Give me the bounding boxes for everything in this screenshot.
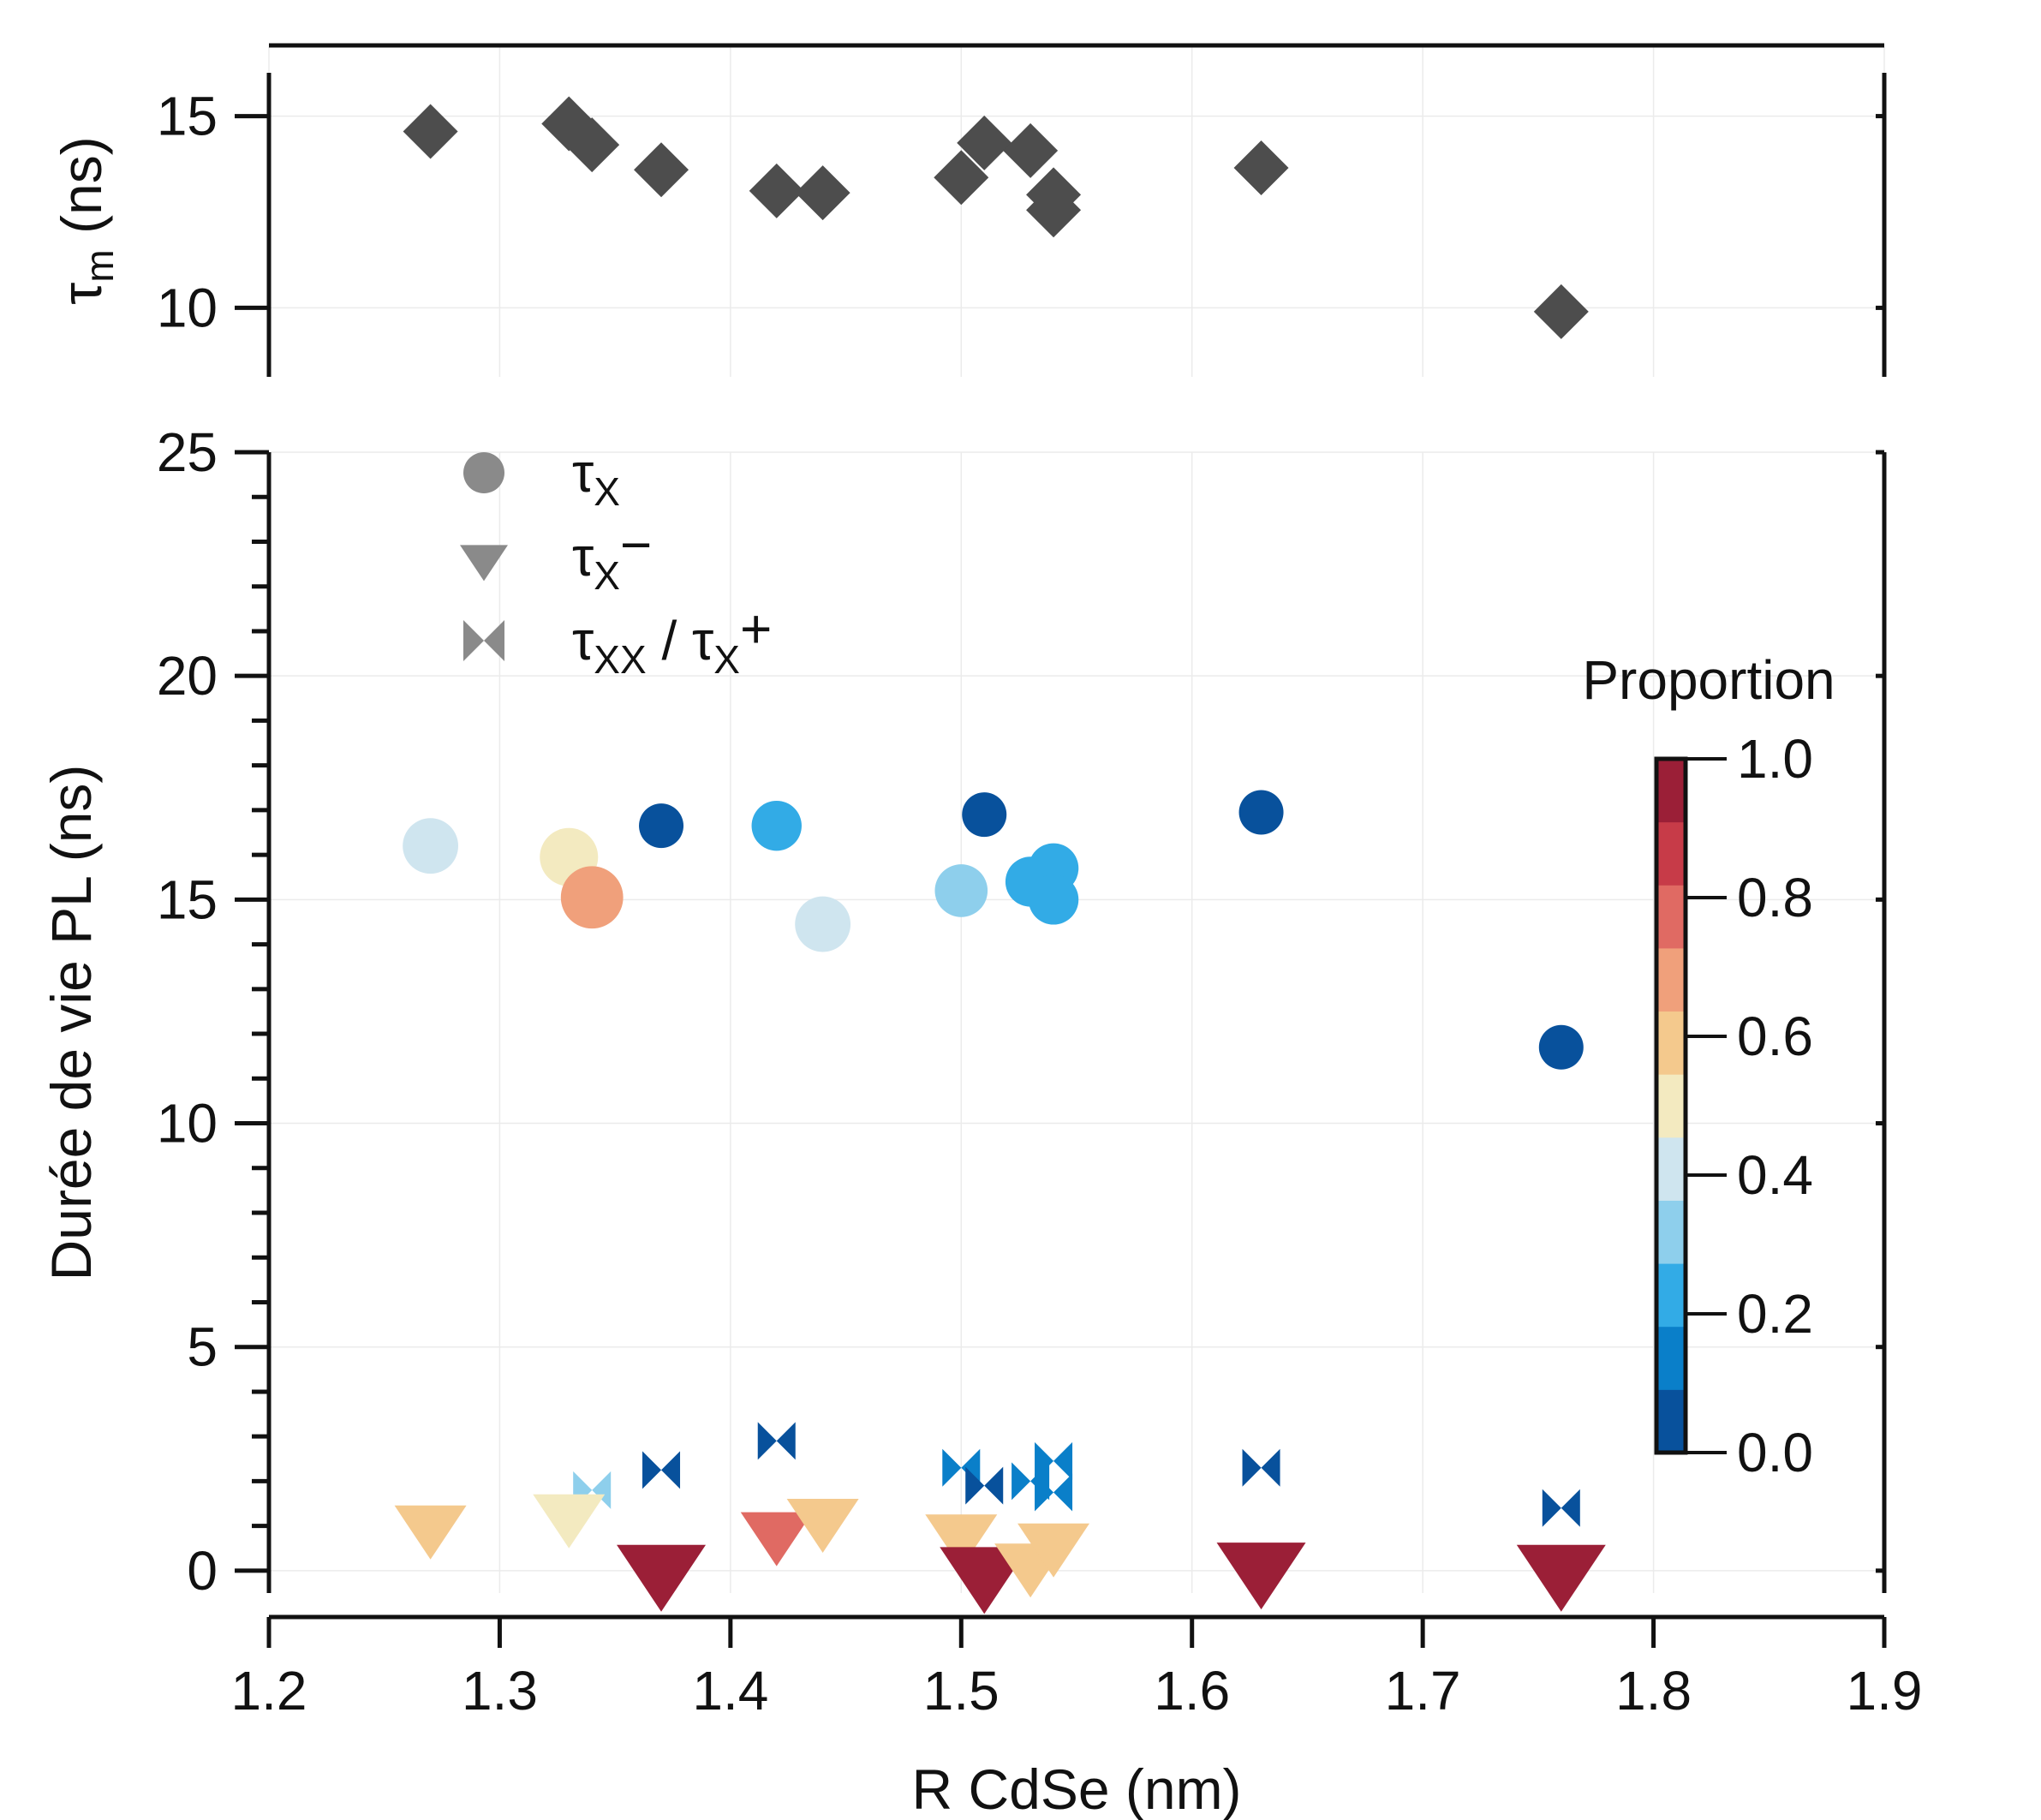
y-axis-title: Durée de vie PL (ns) [39, 765, 103, 1281]
x-tick-label: 1.7 [1385, 1660, 1461, 1722]
series-tau-x [403, 790, 1584, 1070]
legend-label: τXX / τX+ [572, 598, 772, 682]
tau-m-point [1533, 283, 1589, 339]
colorbar-tick-label: 0.8 [1737, 867, 1813, 928]
tau-x-point [1238, 790, 1284, 835]
tau-x-minus-point [1018, 1523, 1090, 1578]
tau-x-minus-point [786, 1498, 859, 1553]
tau-xx-point [1035, 1473, 1073, 1512]
x-tick-label: 1.2 [231, 1660, 307, 1722]
tau-x-point [403, 818, 458, 874]
legend-label: τX− [572, 514, 652, 598]
tau-m-point [1003, 122, 1059, 178]
tau-m-point [934, 150, 989, 206]
colorbar-segment [1656, 947, 1686, 1012]
colorbar-tick-label: 1.0 [1737, 728, 1813, 790]
tau-x-minus-point [394, 1505, 467, 1560]
bottom-ytick-label: 0 [187, 1540, 218, 1602]
tau-xx-point [1035, 1441, 1073, 1480]
tau-x-point [962, 792, 1007, 838]
colorbar-tick-label: 0.2 [1737, 1283, 1813, 1345]
tau-xx-point [965, 1466, 1004, 1505]
colorbar-tick-label: 0.0 [1737, 1422, 1813, 1483]
colorbar-segment [1656, 1326, 1686, 1390]
bottom-ytick-label: 15 [157, 868, 218, 930]
bottom-ytick-label: 10 [157, 1093, 218, 1155]
colorbar: Proportion 0.0 0.2 0.4 0.6 0.8 1.0 [1582, 649, 1835, 1483]
x-tick-label: 1.8 [1615, 1660, 1692, 1722]
colorbar-title: Proportion [1582, 649, 1835, 711]
tau-m-point [403, 104, 458, 159]
series-tau-xx [573, 1422, 1580, 1527]
bottom-ytick-label: 5 [187, 1316, 218, 1378]
tau-x-point [934, 864, 988, 917]
tau-m-point [1026, 182, 1082, 238]
tau-x-point [751, 800, 802, 851]
colorbar-segment [1656, 1200, 1686, 1264]
x-axis-title: R CdSe (nm) [911, 1757, 1241, 1820]
tau-x-minus-point [617, 1544, 707, 1612]
tau-x-minus-point [940, 1547, 1029, 1614]
top-ytick-label: 15 [157, 86, 218, 147]
tau-xx-point [1542, 1489, 1580, 1527]
colorbar-tick-label: 0.4 [1737, 1144, 1813, 1206]
colorbar-segment [1656, 1263, 1686, 1328]
tau-m-point [1233, 140, 1289, 196]
tau-x-point [1538, 1024, 1584, 1070]
tau-x-point [560, 866, 624, 929]
colorbar-segment [1656, 821, 1686, 886]
colorbar-segment [1656, 1074, 1686, 1138]
tau-x-point [639, 803, 684, 849]
tau-x-minus-point [740, 1512, 813, 1566]
top-series [403, 96, 1589, 339]
tau-xx-point [642, 1451, 681, 1489]
colorbar-frame [1654, 756, 1688, 1455]
legend-label: τX [572, 442, 620, 514]
legend-circle-marker [463, 452, 504, 493]
colorbar-segment [1656, 1011, 1686, 1075]
tau-xx-point [757, 1422, 796, 1460]
bottom-axes [235, 450, 1887, 1648]
tau-x-minus-point [925, 1514, 998, 1569]
tau-m-point [795, 165, 850, 221]
legend-triangle-marker [460, 545, 508, 582]
x-tick-label: 1.3 [462, 1660, 538, 1722]
tau-m-point [749, 163, 804, 218]
tau-x-minus-point [1216, 1543, 1306, 1610]
tau-x-point [1028, 874, 1079, 925]
tau-m-point [957, 115, 1012, 170]
top-axes [235, 43, 1887, 377]
colorbar-segment [1656, 759, 1686, 823]
x-tick-label: 1.9 [1847, 1660, 1923, 1722]
x-tick-label: 1.4 [692, 1660, 768, 1722]
colorbar-tick-label: 0.6 [1737, 1005, 1813, 1067]
colorbar-segment [1656, 1137, 1686, 1201]
x-tick-label: 1.6 [1154, 1660, 1230, 1722]
x-tick-label: 1.5 [923, 1660, 1000, 1722]
bottom-ytick-label: 25 [157, 421, 218, 483]
series-tau-x-minus [394, 1494, 1606, 1614]
legend-bowtie-marker [463, 620, 504, 661]
tau-m-point [634, 142, 689, 198]
tau-x-minus-point [1516, 1544, 1606, 1612]
tau-xx-point [1242, 1448, 1280, 1487]
tau-m-point [564, 117, 620, 173]
colorbar-segment [1656, 885, 1686, 949]
top-ytick-label: 10 [157, 277, 218, 338]
tau-x-minus-point [533, 1494, 606, 1548]
grid [268, 47, 1885, 1593]
tau-x-point [795, 896, 851, 952]
bottom-ytick-label: 20 [157, 645, 218, 707]
colorbar-segment [1656, 1389, 1686, 1453]
top-ylabel: τm (ns) [50, 136, 122, 304]
